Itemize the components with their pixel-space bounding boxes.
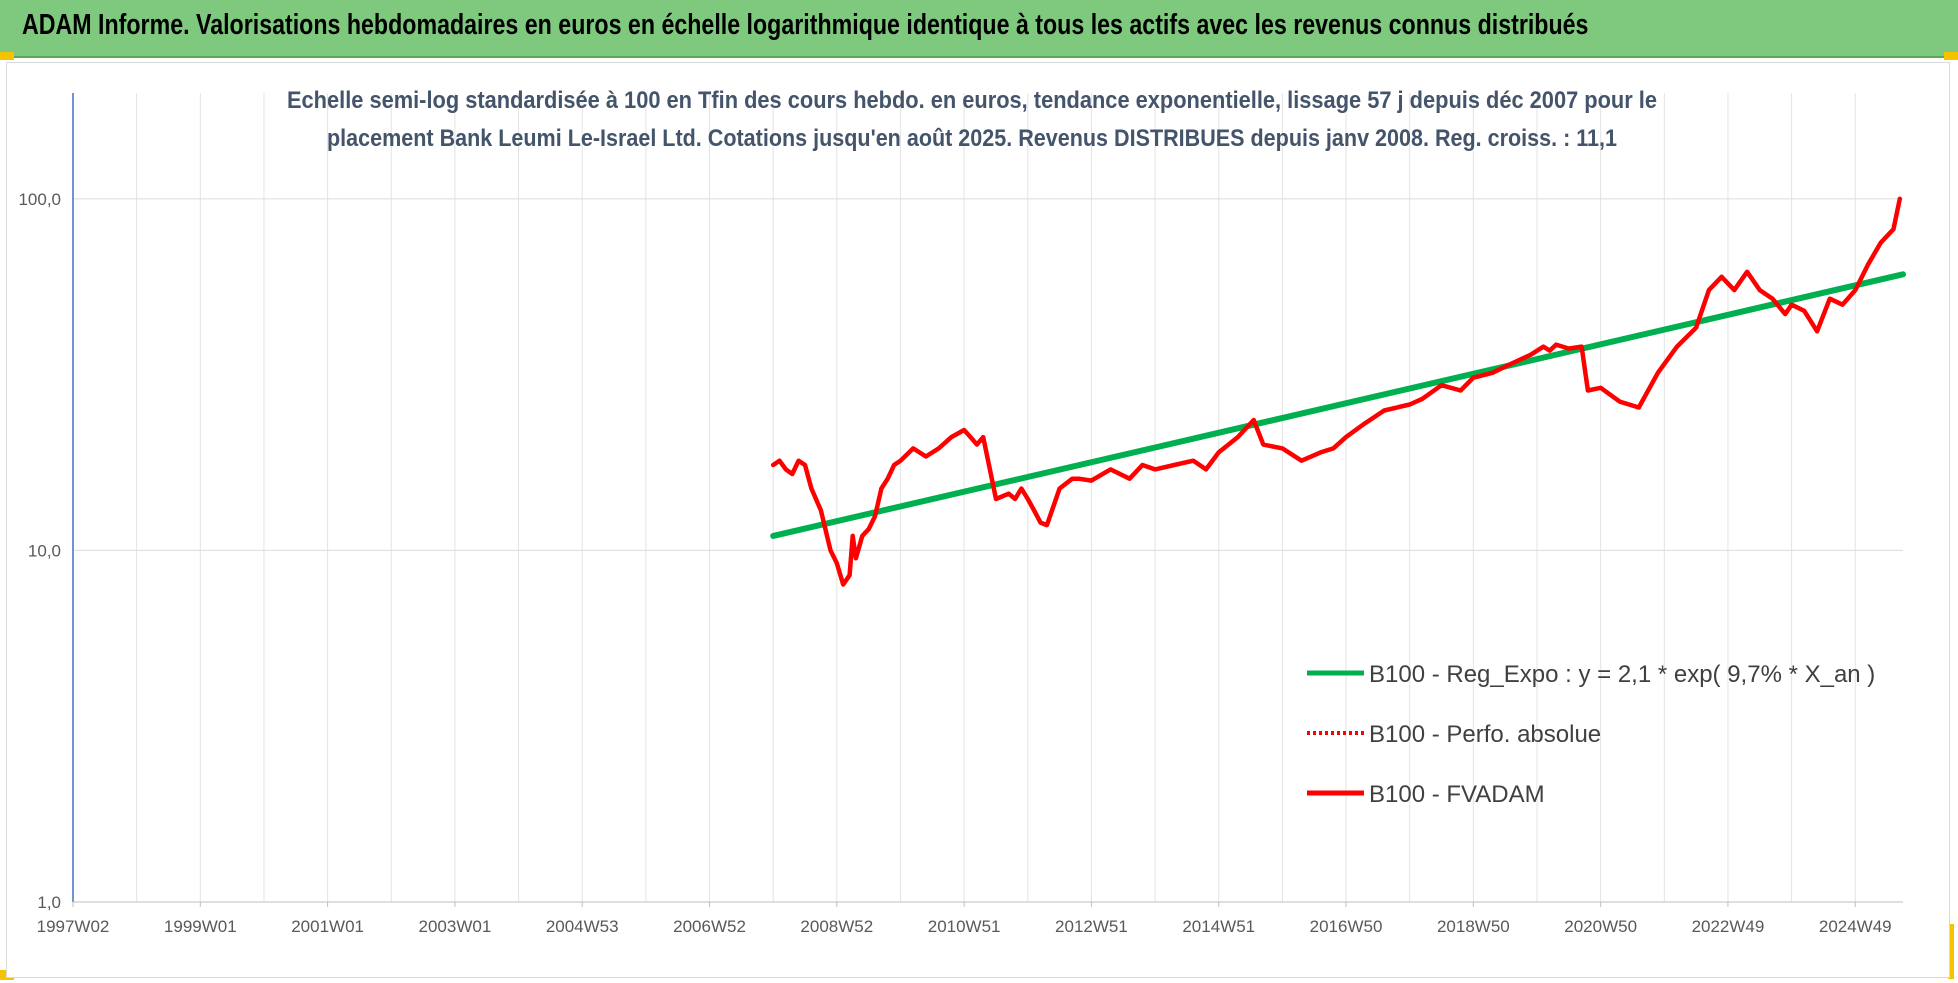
x-tick-label: 2014W51 [1182, 917, 1255, 936]
banner-title: ADAM Informe. Valorisations hebdomadaire… [22, 9, 1589, 41]
x-tick-label: 2010W51 [928, 917, 1001, 936]
chart-subtitle-line-2: placement Bank Leumi Le-Israel Ltd. Cota… [327, 125, 1617, 152]
x-tick-label: 2004W53 [546, 917, 619, 936]
chart-panel: 1,0 10,0 100,0 1997W02 1999W01 2001W01 2003W01… [6, 62, 1950, 978]
x-tick-label: 2016W50 [1310, 917, 1383, 936]
series-line-fvadam [770, 196, 1903, 587]
x-tick-label: 2018W50 [1437, 917, 1510, 936]
legend-label-fvadam: B100 - FVADAM [1369, 781, 1545, 808]
x-tick-label: 2003W01 [419, 917, 492, 936]
x-tick-label: 1997W02 [37, 917, 110, 936]
x-tick-label: 2001W01 [291, 917, 364, 936]
x-tick-label: 2012W51 [1055, 917, 1128, 936]
x-tick-label: 2020W50 [1564, 917, 1637, 936]
title-banner: ADAM Informe. Valorisations hebdomadaire… [0, 0, 1958, 58]
legend-label-reg-expo: B100 - Reg_Expo : y = 2,1 * exp( 9,7% * … [1369, 661, 1875, 688]
corner-mark-top-right [1944, 52, 1958, 60]
x-tick-label: 2022W49 [1692, 917, 1765, 936]
y-tick-label: 1,0 [37, 893, 61, 912]
x-tick-label: 2006W52 [673, 917, 746, 936]
chart: 1,0 10,0 100,0 1997W02 1999W01 2001W01 2003W01… [18, 87, 1906, 936]
corner-mark-bottom-right [1948, 924, 1954, 979]
grid [72, 93, 1903, 902]
x-tick-label: 1999W01 [164, 917, 237, 936]
axes: 1,0 10,0 100,0 1997W02 1999W01 2001W01 2003W01… [18, 93, 1903, 936]
x-tick-label: 2024W49 [1819, 917, 1892, 936]
legend-label-perfo-absolue: B100 - Perfo. absolue [1369, 721, 1601, 748]
y-tick-label: 100,0 [18, 190, 61, 209]
corner-mark-top-left [0, 52, 14, 60]
series-line-reg-expo [770, 271, 1906, 539]
legend: B100 - Reg_Expo : y = 2,1 * exp( 9,7% * … [1307, 661, 1875, 808]
series [770, 196, 1906, 587]
x-tick-label: 2008W52 [800, 917, 873, 936]
y-tick-label: 10,0 [28, 541, 61, 560]
chart-subtitle-line-1: Echelle semi-log standardisée à 100 en T… [287, 87, 1657, 114]
